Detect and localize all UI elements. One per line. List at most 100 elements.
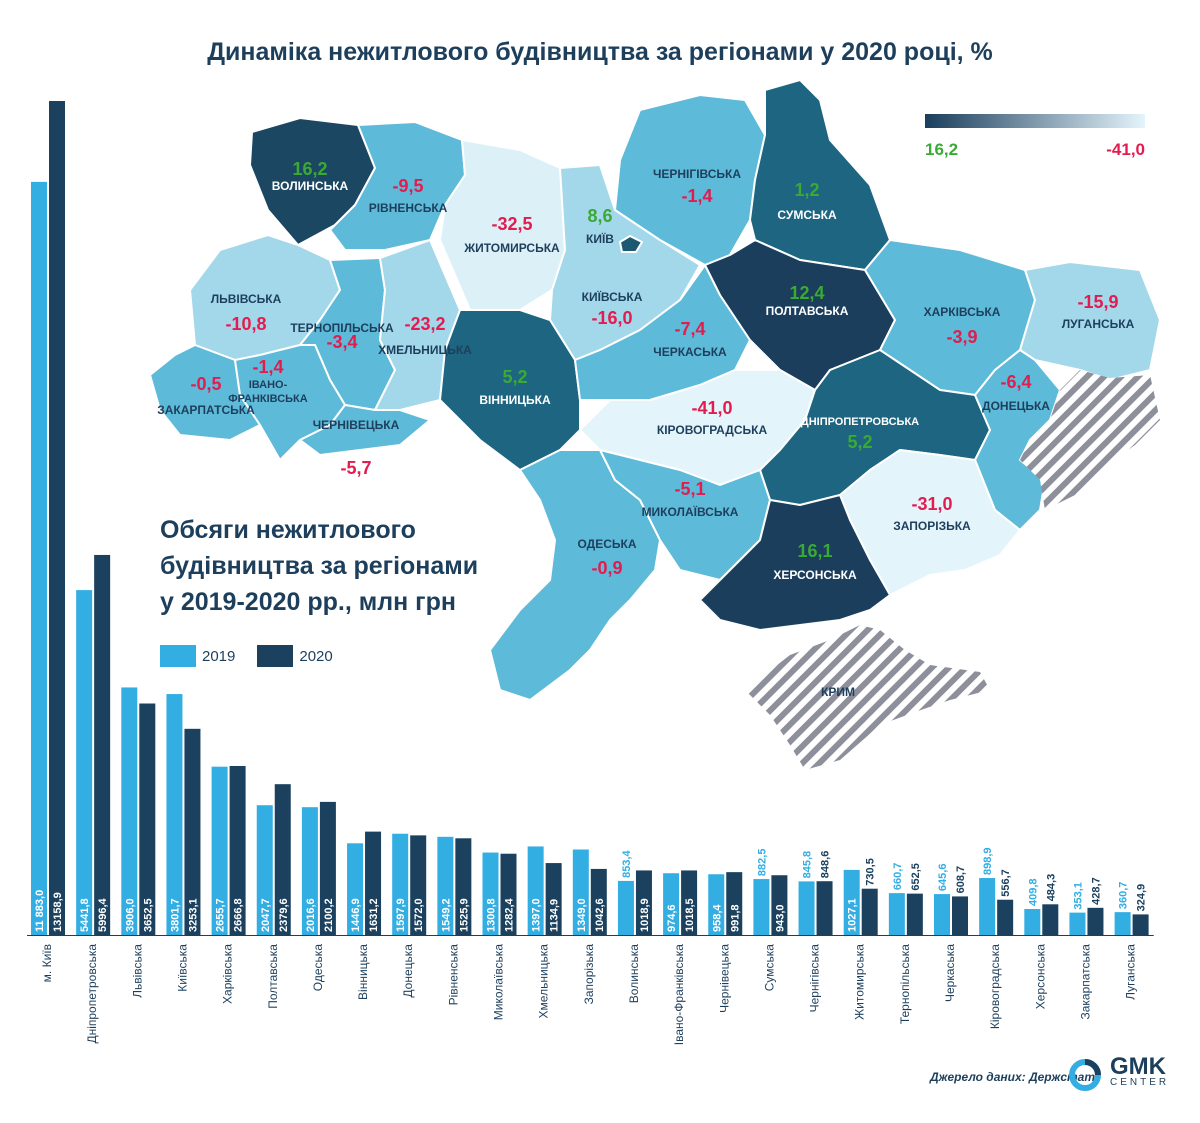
category-label: Чернігівська bbox=[808, 944, 822, 1013]
bar-2019 bbox=[392, 833, 409, 935]
map-region-name: КІРОВОГРАДСЬКА bbox=[657, 423, 768, 437]
bar-value-label: 882,5 bbox=[756, 849, 768, 877]
bar-2019 bbox=[482, 852, 499, 935]
bar-value-label: 1134,9 bbox=[549, 899, 561, 932]
bar-2020 bbox=[545, 863, 562, 935]
category-label: Запорізька bbox=[582, 944, 596, 1005]
map-region-name: ХАРКІВСЬКА bbox=[924, 305, 1001, 319]
scale-gradient-bar bbox=[925, 114, 1145, 128]
bar-2020 bbox=[635, 870, 652, 935]
bar-chart-title-line-1: Обсяги нежитлового bbox=[160, 516, 416, 544]
bar-value-label: 652,5 bbox=[910, 863, 922, 891]
bar-value-label: 5441,8 bbox=[79, 898, 91, 932]
bar-2019 bbox=[1024, 909, 1041, 935]
map-region-name: КИЇВСЬКА bbox=[582, 289, 643, 304]
bar-value-label: 660,7 bbox=[892, 863, 904, 891]
category-label: м. Київ bbox=[40, 944, 54, 982]
category-label: Сумська bbox=[762, 944, 776, 992]
main-title: Динаміка нежитлового будівництва за регі… bbox=[207, 38, 993, 66]
bar-value-label: 1349,0 bbox=[576, 898, 588, 932]
bar-2019 bbox=[663, 873, 680, 935]
map-region-value: 16,1 bbox=[797, 541, 832, 561]
bar-2019 bbox=[121, 687, 138, 935]
scale-max-label: 16,2 bbox=[925, 140, 958, 159]
bar-value-label: 5996,4 bbox=[97, 897, 109, 932]
region-occupied-east bbox=[1020, 370, 1160, 510]
category-label: Хмельницька bbox=[537, 944, 551, 1019]
bar-2020 bbox=[681, 870, 698, 935]
map-region-value: -3,9 bbox=[946, 327, 977, 347]
category-label: Кіровоградська bbox=[988, 944, 1002, 1029]
map-region-value: 12,4 bbox=[789, 283, 824, 303]
bar-2019 bbox=[31, 181, 47, 935]
bar-value-label: 484,3 bbox=[1045, 874, 1057, 902]
bar-2019 bbox=[753, 879, 770, 935]
bar-value-label: 3652,5 bbox=[142, 898, 154, 932]
category-label: Рівненська bbox=[446, 944, 460, 1006]
bar-2019 bbox=[256, 805, 273, 935]
bar-legend: 2019 2020 bbox=[160, 645, 355, 667]
bar-2019 bbox=[211, 766, 228, 935]
map-region-value: 5,2 bbox=[502, 367, 527, 387]
map-region-name: МИКОЛАЇВСЬКА bbox=[642, 504, 739, 519]
bar-value-label: 1525,9 bbox=[458, 898, 470, 932]
map-region-name: ОДЕСЬКА bbox=[577, 537, 636, 551]
map-region-name: КРИМ bbox=[821, 685, 855, 699]
map-region-name: ХЕРСОНСЬКА bbox=[773, 568, 857, 582]
bar-2020 bbox=[771, 875, 788, 935]
bar-2020 bbox=[455, 838, 472, 935]
map-region-name: ПОЛТАВСЬКА bbox=[766, 304, 849, 318]
scale-min-label: -41,0 bbox=[1106, 140, 1145, 159]
gmk-logo-sub: CENTER bbox=[1110, 1077, 1170, 1088]
bar-value-label: 2379,6 bbox=[278, 898, 290, 932]
map-region-value: -23,2 bbox=[404, 314, 445, 334]
legend-swatch-2020 bbox=[257, 645, 294, 667]
scale-legend: 16,2 -41,0 bbox=[925, 114, 1145, 159]
bar-2020 bbox=[274, 784, 291, 935]
map-region-value: -41,0 bbox=[691, 398, 732, 418]
bar-2020 bbox=[139, 703, 156, 935]
bar-2019 bbox=[617, 880, 634, 935]
legend-item-2019: 2019 bbox=[160, 645, 235, 667]
map-region-name: ЧЕРКАСЬКА bbox=[653, 345, 727, 359]
bar-value-label: 556,7 bbox=[1000, 869, 1012, 897]
bar-value-label: 1397,0 bbox=[531, 898, 543, 932]
bar-2020 bbox=[861, 888, 878, 935]
category-label: Одеська bbox=[311, 944, 325, 992]
category-label: Полтавська bbox=[266, 944, 280, 1009]
map-region-value: -1,4 bbox=[252, 357, 283, 377]
category-label: Миколаївська bbox=[492, 944, 506, 1021]
bar-2020 bbox=[500, 853, 517, 935]
bar-value-label: 11 883,0 bbox=[34, 890, 46, 932]
bar-2019 bbox=[798, 881, 815, 935]
bar-2020 bbox=[365, 831, 382, 935]
bar-value-label: 2016,6 bbox=[305, 898, 317, 932]
bar-2020 bbox=[410, 835, 427, 935]
bar-value-label: 958,4 bbox=[711, 904, 723, 932]
category-label: Донецька bbox=[401, 944, 415, 998]
map-region-name: ЧЕРНІВЕЦЬКА bbox=[313, 418, 400, 432]
bar-value-label: 2100,2 bbox=[323, 898, 335, 932]
bar-value-label: 608,7 bbox=[955, 866, 967, 894]
bar-chart-title-line-3: у 2019-2020 рр., млн грн bbox=[160, 588, 456, 616]
bar-value-label: 13158,9 bbox=[52, 892, 64, 932]
map-region-value: 8,6 bbox=[587, 206, 612, 226]
region-crimea bbox=[745, 625, 990, 770]
gmk-logo-name: GMK bbox=[1110, 1053, 1166, 1080]
bar-2020 bbox=[319, 801, 336, 935]
map-region-name: ТЕРНОПІЛЬСЬКА bbox=[290, 321, 394, 335]
region-kyiv-city bbox=[619, 235, 643, 253]
bar-2019 bbox=[347, 843, 364, 935]
category-label: Чернівецька bbox=[717, 944, 731, 1013]
bar-value-label: 2655,7 bbox=[215, 898, 227, 932]
category-label: Житомирська bbox=[853, 944, 867, 1020]
category-label: Івано-Франківська bbox=[672, 944, 686, 1046]
map-region-value: -15,9 bbox=[1077, 292, 1118, 312]
region-chernihivska bbox=[614, 94, 766, 266]
bar-value-label: 428,7 bbox=[1090, 877, 1102, 905]
map-region-name: ДНІПРОПЕТРОВСЬКА bbox=[801, 416, 919, 428]
bar-2019 bbox=[888, 893, 905, 935]
map-region-value: -5,7 bbox=[340, 458, 371, 478]
bar-2019 bbox=[979, 878, 996, 935]
map-region-value: -6,4 bbox=[1000, 372, 1031, 392]
